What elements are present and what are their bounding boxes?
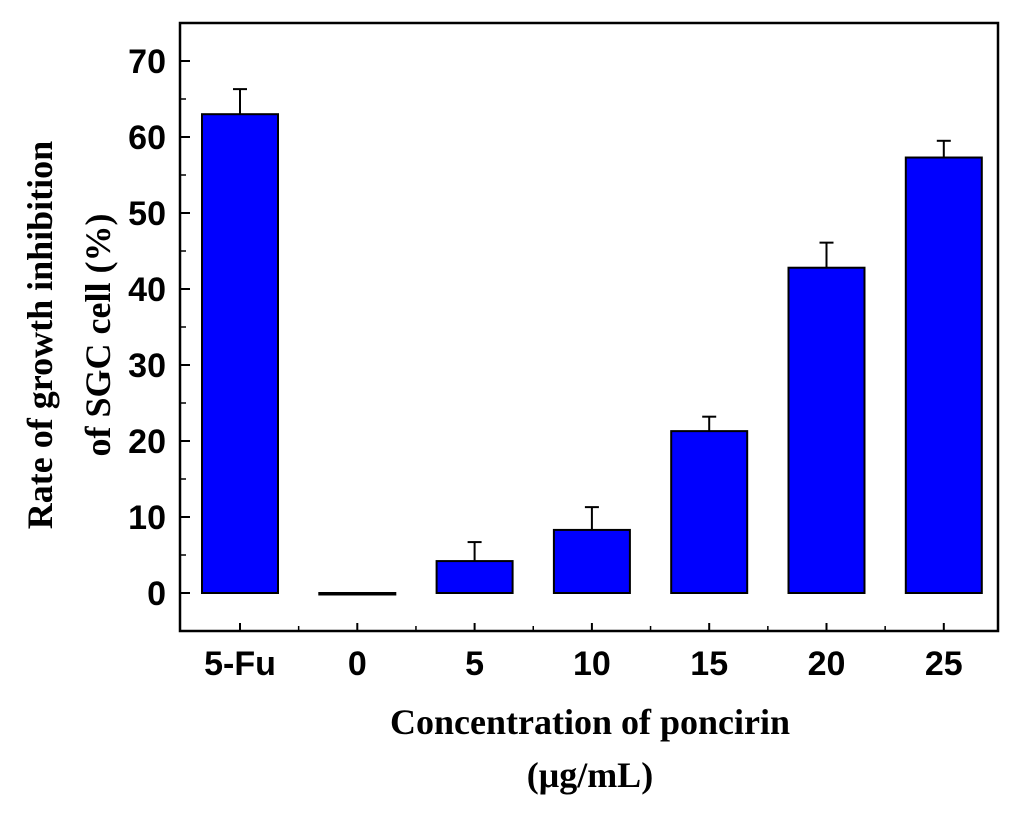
y-tick-label: 40 xyxy=(128,271,166,309)
bar-15 xyxy=(670,430,749,594)
y-tick-label: 0 xyxy=(147,575,166,613)
x-tick-label: 10 xyxy=(573,645,611,683)
x-tick-label: 20 xyxy=(808,645,846,683)
x-tick-label: 5-Fu xyxy=(204,645,276,683)
bar-20 xyxy=(787,266,866,594)
plot-area xyxy=(201,88,983,596)
x-tick-label: 15 xyxy=(690,645,728,683)
axes: 0 10 20 30 40 50 60 70 5-Fu 0 5 10 15 20 25 xyxy=(128,21,1000,683)
y-axis-title-line1: Rate of growth inhibition xyxy=(20,141,60,529)
y-tick-label: 10 xyxy=(128,499,166,537)
y-tick-label: 20 xyxy=(128,423,166,461)
y-tick-label: 60 xyxy=(128,119,166,157)
y-tick-label: 30 xyxy=(128,347,166,385)
y-tick-label: 50 xyxy=(128,195,166,233)
x-axis-title-line1: Concentration of poncirin xyxy=(390,702,790,742)
y-axis-title-line2: of SGC cell (%) xyxy=(78,214,118,457)
x-tick-label: 5 xyxy=(465,645,484,683)
bar-10 xyxy=(552,528,631,594)
x-tick-label: 0 xyxy=(348,645,367,683)
bar-25 xyxy=(904,156,983,595)
x-tick-label: 25 xyxy=(925,645,963,683)
x-axis-title-line2: (μg/mL) xyxy=(527,755,653,795)
y-tick-label: 70 xyxy=(128,43,166,81)
bar-0 xyxy=(318,592,397,596)
bar-5-Fu xyxy=(201,113,279,594)
bar-5 xyxy=(435,560,514,595)
